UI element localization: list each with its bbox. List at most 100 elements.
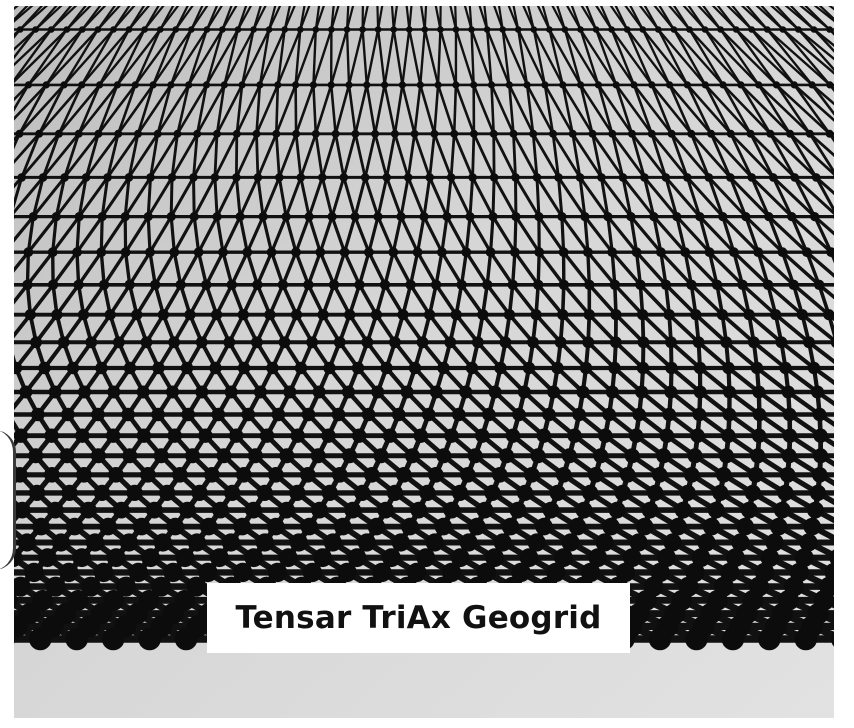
geogrid-rib [77,175,88,219]
geogrid-rib [517,28,547,87]
geogrid-rib [507,312,535,345]
geogrid-rib [757,83,812,136]
geogrid-rib [174,6,189,31]
geogrid-rib [650,132,689,179]
geogrid-rib [766,282,805,317]
geogrid-rib [223,28,255,87]
geogrid-rib [345,28,351,87]
geogrid-rib [536,282,565,317]
geogrid-rib [726,6,753,31]
geogrid-rib [408,282,432,317]
geogrid-rib [696,340,731,370]
geogrid-rib [190,6,209,31]
geogrid-rib [687,6,707,31]
geogrid-rib [808,132,834,158]
geogrid-rib [34,6,58,31]
geogrid-rib [77,175,110,219]
geogrid-rib [213,132,219,179]
geogrid-rib [492,132,517,179]
geogrid-rib [815,389,834,407]
geogrid-rib [591,132,603,179]
geogrid-rib [449,132,456,179]
geogrid-rib [702,6,722,31]
geogrid-rib [561,83,594,136]
geogrid-rib [37,83,66,136]
geogrid-rib [392,28,404,87]
geogrid-rib [159,6,175,31]
geogrid-rib [621,175,633,219]
geogrid-rib [735,28,778,87]
geogrid-rib [365,83,377,136]
geogrid-rib [563,28,600,87]
geogrid-rib [45,28,100,87]
geogrid-rib [719,28,778,87]
geogrid-rib [439,28,458,87]
geogrid-rib [641,28,689,87]
geogrid-rib [721,83,772,136]
geogrid-rib [667,312,701,345]
geogrid-rib [205,28,240,87]
geogrid-rib [268,6,282,31]
geogrid-rib [514,215,541,254]
geogrid-rib [799,6,831,31]
geogrid-rib [543,83,555,136]
geogrid-rib [80,28,115,87]
geogrid-rib [721,215,736,254]
geogrid-rib [711,6,738,31]
geogrid-rib [205,6,223,31]
geogrid-rib [775,83,812,136]
geogrid-rib [818,6,834,21]
geogrid-rib [780,250,821,287]
geogrid-rib [31,175,67,219]
geogrid-rib [151,28,177,87]
geogrid-rib [756,250,796,287]
geogrid-rib [276,28,286,87]
geogrid-rib [767,215,785,254]
geogrid-rib [440,215,449,254]
geogrid-rib [599,6,613,31]
geogrid-rib [14,175,24,189]
geogrid-rib [393,132,410,179]
geogrid-rib [20,132,41,179]
geogrid-rib [591,132,625,179]
geogrid-rib [174,6,194,31]
geogrid-rib [14,83,30,102]
geogrid-rib [14,282,30,305]
geogrid-rib [452,83,458,136]
geogrid-rib [276,28,302,87]
geogrid-rib [84,132,100,179]
geogrid-rib [689,132,711,179]
geogrid-rib [419,28,426,87]
geogrid-rib [688,28,725,87]
geogrid-rib [610,28,636,87]
geogrid-rib [578,175,610,219]
geogrid-rib [99,215,104,254]
geogrid-rib [685,175,702,219]
geogrid-rib [659,250,694,287]
geogrid-rib [330,215,347,254]
geogrid-rib [755,6,785,31]
geogrid-rib [783,365,820,395]
geogrid-rib [76,250,104,287]
geogrid-rib [599,175,633,219]
geogrid-rib [14,312,33,339]
geogrid-rib [501,28,529,87]
geogrid-rib [537,215,566,254]
geogrid-rib [471,132,476,179]
geogrid-rib [26,215,35,254]
geogrid-rib [750,28,796,87]
geogrid-rib [252,6,267,31]
geogrid-rib [561,250,591,287]
geogrid-rib [215,175,238,219]
geogrid-photo [14,6,834,718]
geogrid-rib [329,83,337,136]
geogrid-rib [543,83,575,136]
geogrid-rib [428,132,436,179]
geogrid-rib [771,175,817,219]
geogrid-rib [274,132,281,179]
geogrid-rib [531,132,560,179]
geogrid-rib [629,215,639,254]
geogrid-rib [703,28,743,87]
geogrid-rib [686,83,713,136]
geogrid-rib [810,83,834,116]
